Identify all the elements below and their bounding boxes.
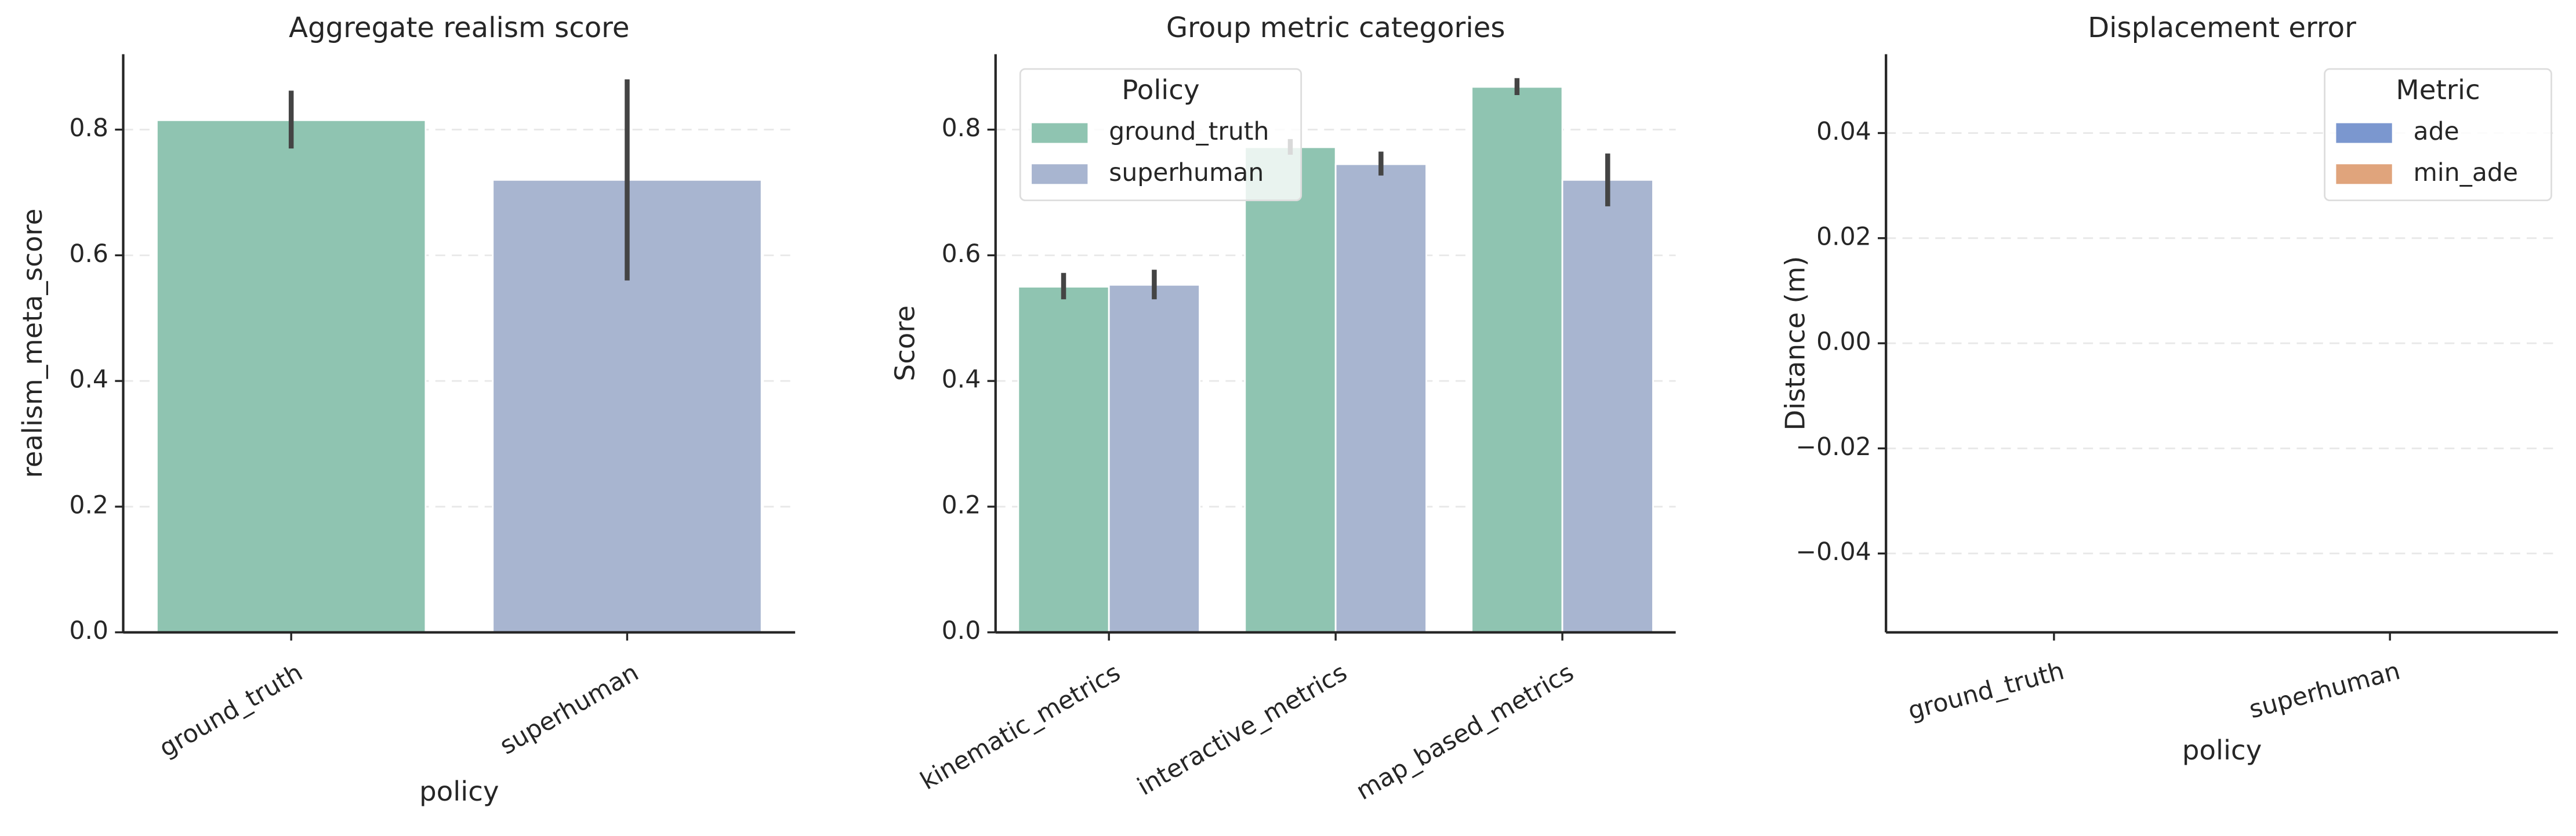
y-axis-label: Score [890, 306, 921, 381]
legend-label: ground_truth [1109, 118, 1269, 146]
legend-title: Policy [1122, 75, 1199, 106]
y-tick-label: 0.04 [1816, 118, 1871, 146]
y-tick-label: 0.4 [69, 366, 108, 394]
y-tick-label: −0.04 [1795, 538, 1871, 566]
y-tick-label: 0.0 [69, 617, 108, 645]
x-tick-label: superhuman [2246, 657, 2403, 724]
y-tick-label: 0.8 [942, 114, 981, 143]
y-tick-label: 0.0 [942, 617, 981, 645]
x-tick-label: ground_truth [155, 659, 308, 764]
y-axis-label: Distance (m) [1780, 256, 1812, 431]
y-tick-label: 0.02 [1816, 223, 1871, 251]
bar [155, 119, 427, 634]
x-tick-label: kinematic_metrics [916, 659, 1125, 796]
legend-swatch [1032, 164, 1088, 184]
x-axis-label: policy [2182, 735, 2262, 766]
bar [1108, 283, 1201, 634]
legend-swatch [2336, 164, 2392, 184]
legend-label: superhuman [1109, 159, 1264, 187]
legend-box [1019, 68, 1302, 202]
y-tick-label: 0.4 [942, 366, 981, 394]
y-tick-label: 0.00 [1816, 328, 1871, 357]
x-tick-label: interactive_metrics [1133, 659, 1352, 802]
legend-swatch [1032, 123, 1088, 143]
legend-swatch [2336, 123, 2392, 143]
chart-title: Group metric categories [1166, 12, 1505, 44]
bar [1334, 163, 1427, 634]
chart-title: Aggregate realism score [289, 12, 630, 44]
bar [1471, 86, 1563, 634]
y-tick-label: 0.8 [69, 114, 108, 143]
y-tick-label: 0.6 [942, 240, 981, 268]
x-tick-label: superhuman [495, 659, 644, 761]
y-tick-label: 0.6 [69, 240, 108, 268]
legend-label: min_ade [2414, 159, 2519, 187]
legend-title: Metric [2396, 75, 2480, 106]
bar [1244, 146, 1337, 634]
x-tick-label: map_based_metrics [1352, 659, 1579, 806]
x-axis-label: policy [419, 776, 499, 808]
y-tick-label: −0.02 [1795, 433, 1871, 461]
y-tick-label: 0.2 [69, 491, 108, 519]
y-tick-label: 0.2 [942, 491, 981, 519]
bar [1561, 179, 1654, 634]
x-tick-label: ground_truth [1905, 657, 2067, 726]
chart-title: Displacement error [2088, 12, 2356, 44]
legend-label: ade [2414, 118, 2459, 146]
bar [1017, 286, 1110, 634]
y-axis-label: realism_meta_score [17, 209, 49, 478]
